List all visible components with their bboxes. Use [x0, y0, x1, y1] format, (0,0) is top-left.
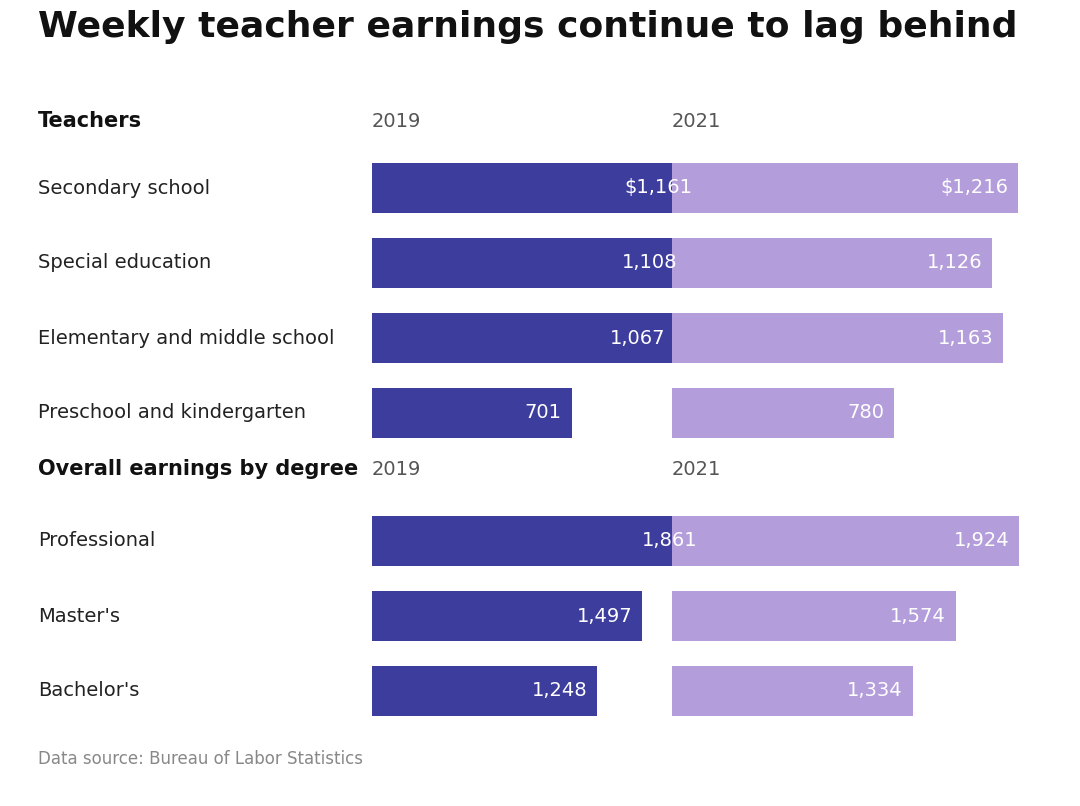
Text: Bachelor's: Bachelor's — [38, 682, 139, 700]
FancyBboxPatch shape — [372, 163, 702, 213]
Text: 1,924: 1,924 — [954, 531, 1009, 550]
Text: 2021: 2021 — [672, 112, 721, 131]
Text: Special education: Special education — [38, 254, 212, 272]
Text: Secondary school: Secondary school — [38, 178, 211, 197]
Text: Data source: Bureau of Labor Statistics: Data source: Bureau of Labor Statistics — [38, 750, 363, 768]
FancyBboxPatch shape — [372, 666, 597, 716]
Text: 1,163: 1,163 — [937, 329, 993, 347]
Text: Professional: Professional — [38, 531, 156, 550]
Text: Master's: Master's — [38, 606, 120, 625]
Text: 1,861: 1,861 — [643, 531, 698, 550]
FancyBboxPatch shape — [672, 591, 956, 641]
FancyBboxPatch shape — [672, 388, 894, 438]
Text: Weekly teacher earnings continue to lag behind: Weekly teacher earnings continue to lag … — [38, 10, 1017, 44]
FancyBboxPatch shape — [372, 238, 687, 288]
Text: 1,126: 1,126 — [927, 254, 983, 272]
FancyBboxPatch shape — [372, 591, 643, 641]
FancyBboxPatch shape — [672, 516, 1020, 566]
Text: Preschool and kindergarten: Preschool and kindergarten — [38, 404, 306, 422]
Text: 701: 701 — [525, 404, 562, 422]
FancyBboxPatch shape — [372, 516, 707, 566]
Text: 1,248: 1,248 — [531, 682, 588, 700]
Text: Teachers: Teachers — [38, 111, 143, 131]
Text: 780: 780 — [847, 404, 885, 422]
Text: $1,216: $1,216 — [940, 178, 1008, 197]
Text: 1,497: 1,497 — [577, 606, 632, 625]
FancyBboxPatch shape — [672, 313, 1003, 363]
Text: 1,574: 1,574 — [890, 606, 946, 625]
FancyBboxPatch shape — [672, 238, 993, 288]
Text: Overall earnings by degree: Overall earnings by degree — [38, 459, 359, 479]
Text: 1,108: 1,108 — [622, 254, 677, 272]
Text: Elementary and middle school: Elementary and middle school — [38, 329, 335, 347]
Text: 2019: 2019 — [372, 460, 421, 479]
Text: 2019: 2019 — [372, 112, 421, 131]
Text: 2021: 2021 — [672, 460, 721, 479]
Text: 1,067: 1,067 — [610, 329, 665, 347]
FancyBboxPatch shape — [372, 388, 571, 438]
FancyBboxPatch shape — [372, 313, 676, 363]
FancyBboxPatch shape — [672, 666, 913, 716]
FancyBboxPatch shape — [672, 163, 1018, 213]
Text: 1,334: 1,334 — [847, 682, 903, 700]
Text: $1,161: $1,161 — [624, 178, 692, 197]
